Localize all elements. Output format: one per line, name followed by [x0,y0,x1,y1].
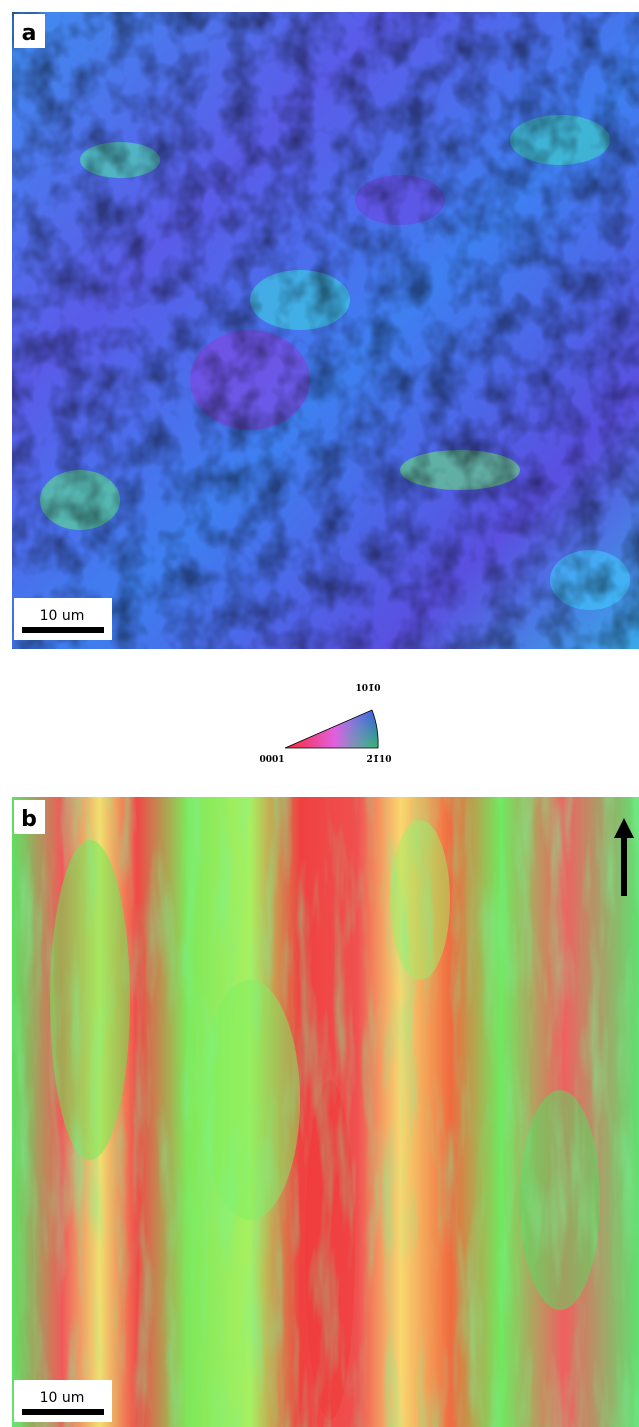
legend-right: 2̄1̄10 [366,755,391,765]
scale-bar-label: 10 um [40,1390,85,1406]
figure: a 10 um 101̄0 0001 2̄1̄10 b 10 um [0,0,639,1427]
scale-bar [22,1409,104,1415]
panel-a: a 10 um [12,12,639,649]
ipf-legend: 101̄0 0001 2̄1̄10 [259,684,391,765]
scale-bar [22,627,104,633]
legend-top: 101̄0 [355,684,380,694]
panel-label: a [22,21,37,46]
legend-left: 0001 [259,755,284,765]
scale-bar-label: 10 um [40,608,85,624]
grain-boundaries-b [12,797,639,1427]
panel-b: b 10 um [12,797,639,1427]
panel-label: b [21,807,37,832]
grain-boundaries-a [12,12,639,649]
